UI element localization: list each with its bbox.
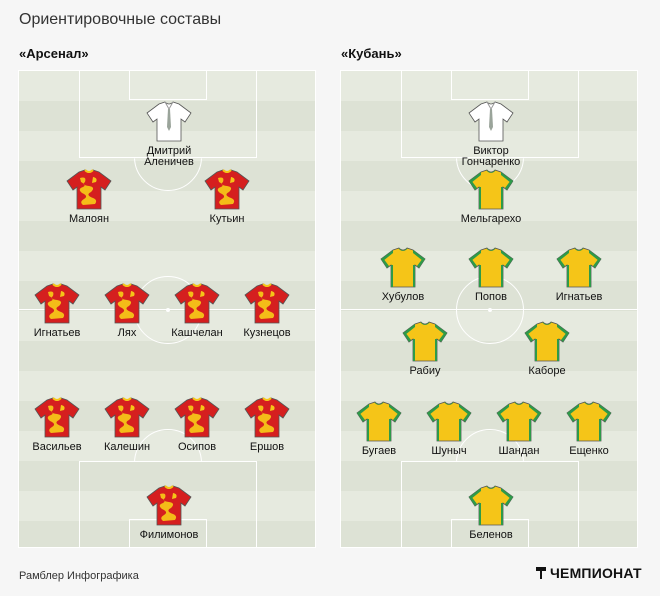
goal-box-top <box>451 71 529 100</box>
player-name: Филимонов <box>139 529 199 541</box>
brand-mark-icon <box>536 567 546 579</box>
player: Васильев <box>19 397 101 453</box>
player: Кузнецов <box>223 283 311 339</box>
coach-name: Виктор Гончаренко <box>461 145 521 168</box>
player-shirt-icon <box>524 321 570 362</box>
player: Шуныч <box>405 401 493 457</box>
player-name: Игнатьев <box>555 291 603 303</box>
player-shirt-icon <box>244 397 290 438</box>
player: Мельгарехо <box>447 169 535 225</box>
penalty-box-top <box>79 71 257 158</box>
player-name: Шандан <box>498 445 540 457</box>
player: Калешин <box>83 397 171 453</box>
player-shirt-icon <box>468 169 514 210</box>
team-name-kuban: «Кубань» <box>341 46 402 61</box>
player: Кашчелан <box>153 283 241 339</box>
player-shirt-icon <box>426 401 472 442</box>
player-shirt-icon <box>174 397 220 438</box>
pitch-kuban: Виктор Гончаренко Мельгарехо Хубулов Попов И… <box>340 70 638 548</box>
page-title: Ориентировочные составы <box>19 11 222 28</box>
player-shirt-icon <box>104 283 150 324</box>
player: Кутьин <box>183 169 271 225</box>
player-name: Рабиу <box>409 365 441 377</box>
player-shirt-icon <box>174 283 220 324</box>
player-name: Шуныч <box>431 445 467 457</box>
player-name: Кузнецов <box>243 327 291 339</box>
player-name: Васильев <box>32 441 82 453</box>
player-name: Калешин <box>103 441 151 453</box>
player-name: Кашчелан <box>171 327 223 339</box>
player-shirt-icon <box>66 169 112 210</box>
player-name: Каборе <box>528 365 566 377</box>
coach: Дмитрий Аленичев <box>125 101 213 168</box>
player: Попов <box>447 247 535 303</box>
coach-shirt-icon <box>146 101 192 142</box>
team-name-arsenal: «Арсенал» <box>19 46 89 61</box>
brand-name: ЧЕМПИОНАТ <box>550 565 642 581</box>
player-shirt-icon <box>496 401 542 442</box>
player-shirt-icon <box>566 401 612 442</box>
goalkeeper: Беленов <box>447 485 535 541</box>
player: Лях <box>83 283 171 339</box>
player-shirt-icon <box>356 401 402 442</box>
player: Рабиу <box>381 321 469 377</box>
player: Игнатьев <box>535 247 623 303</box>
goal-box-top <box>129 71 207 100</box>
player-name: Мельгарехо <box>460 213 522 225</box>
player-shirt-icon <box>244 283 290 324</box>
player-shirt-icon <box>104 397 150 438</box>
goalkeeper: Филимонов <box>125 485 213 541</box>
player-name: Малоян <box>68 213 110 225</box>
player-name: Беленов <box>469 529 513 541</box>
player-shirt-icon <box>380 247 426 288</box>
player-name: Ершов <box>249 441 285 453</box>
player-shirt-icon <box>146 485 192 526</box>
player: Игнатьев <box>19 283 101 339</box>
pitch-arsenal: Дмитрий Аленичев Малоян Кутьин Игнатьев Лях К… <box>18 70 316 548</box>
player-shirt-icon <box>468 247 514 288</box>
player-name: Игнатьев <box>33 327 81 339</box>
player: Шандан <box>475 401 563 457</box>
penalty-box-top <box>401 71 579 158</box>
player: Ершов <box>223 397 311 453</box>
player-name: Бугаев <box>361 445 397 457</box>
player-shirt-icon <box>34 283 80 324</box>
footer-credit: Рамблер Инфографика <box>19 570 139 582</box>
player: Осипов <box>153 397 241 453</box>
coach-shirt-icon <box>468 101 514 142</box>
player-shirt-icon <box>556 247 602 288</box>
brand-logo: ЧЕМПИОНАТ <box>535 565 642 581</box>
player-shirt-icon <box>468 485 514 526</box>
player-name: Попов <box>475 291 507 303</box>
player-name: Лях <box>117 327 137 339</box>
player-shirt-icon <box>204 169 250 210</box>
player-name: Кутьин <box>209 213 245 225</box>
player: Хубулов <box>359 247 447 303</box>
player-name: Осипов <box>177 441 217 453</box>
coach: Виктор Гончаренко <box>447 101 535 168</box>
player-shirt-icon <box>402 321 448 362</box>
player: Бугаев <box>341 401 423 457</box>
player: Каборе <box>503 321 591 377</box>
coach-name: Дмитрий Аленичев <box>144 145 194 168</box>
center-spot <box>166 308 170 312</box>
player-name: Хубулов <box>381 291 425 303</box>
player-name: Ещенко <box>569 445 609 457</box>
center-spot <box>488 308 492 312</box>
player-shirt-icon <box>34 397 80 438</box>
player: Ещенко <box>545 401 633 457</box>
player: Малоян <box>45 169 133 225</box>
